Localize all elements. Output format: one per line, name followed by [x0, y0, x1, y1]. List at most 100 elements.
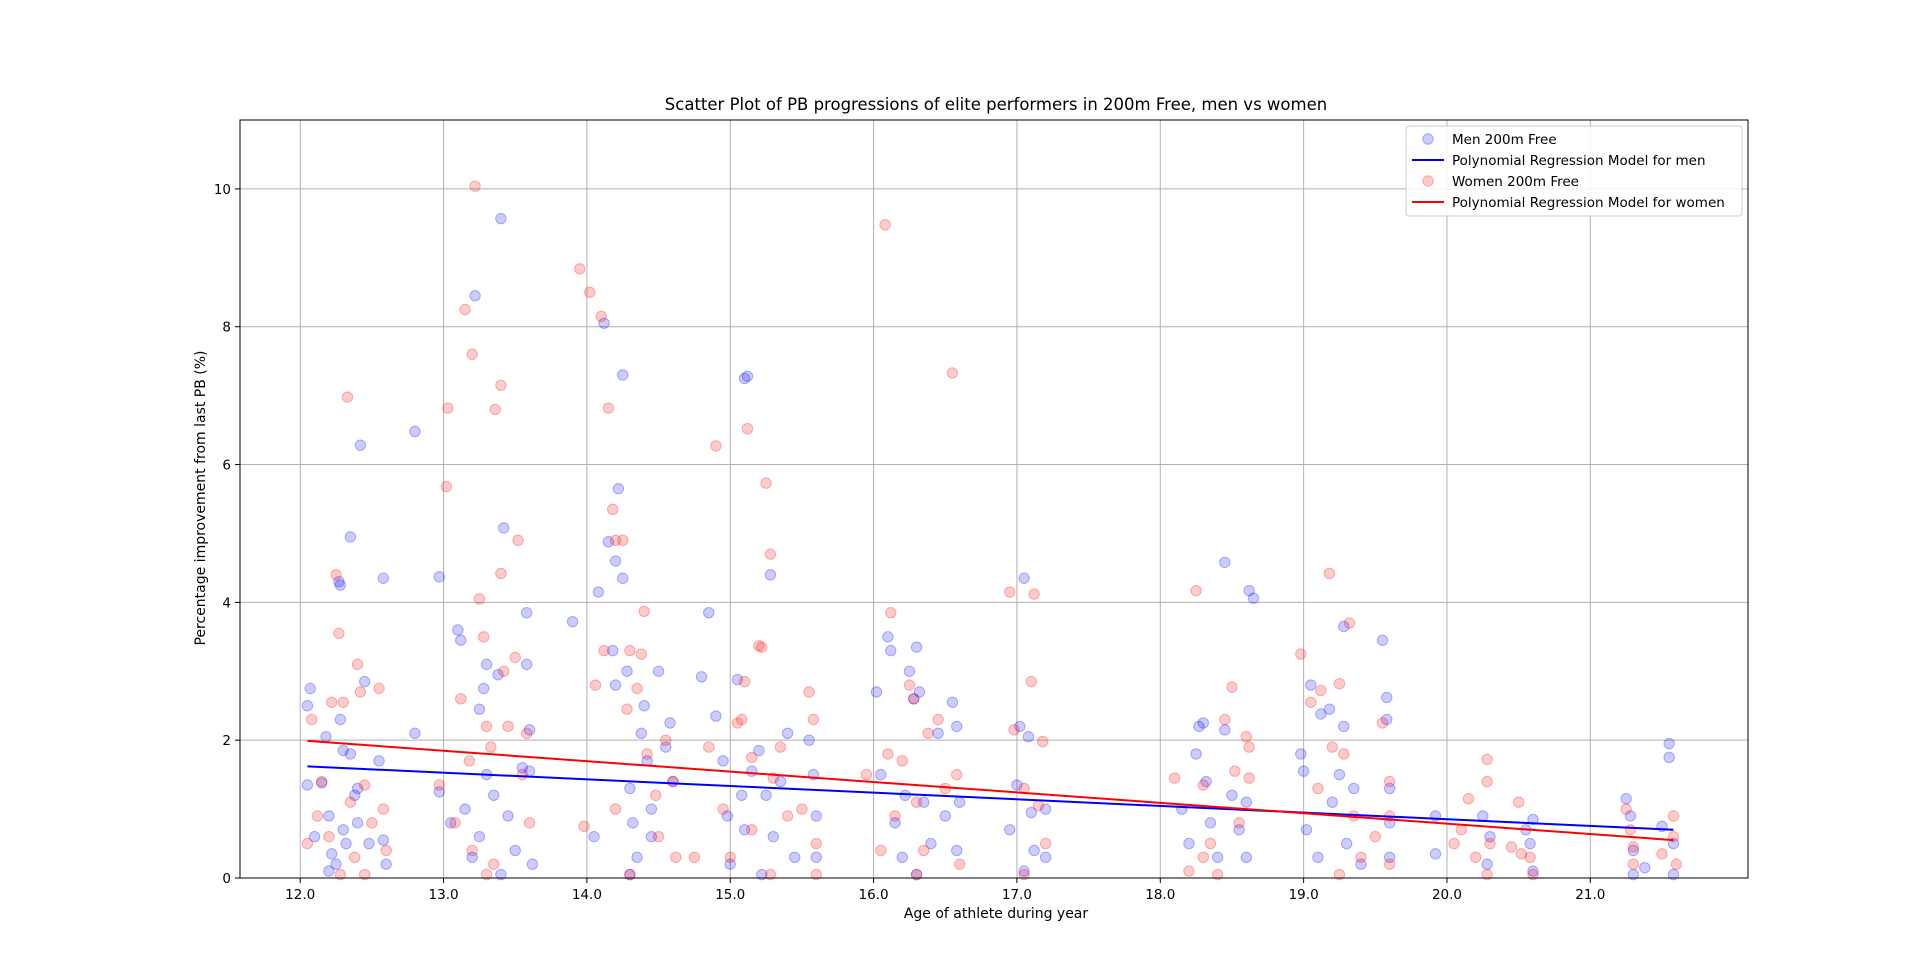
scatter-point [932, 727, 944, 739]
scatter-point [351, 817, 364, 829]
regression-line [307, 765, 1674, 831]
scatter-point [1190, 584, 1202, 597]
scatter-point [612, 482, 625, 495]
x-tick-label: 18.0 [1145, 887, 1175, 903]
scatter-point [377, 572, 390, 584]
scatter-point [870, 686, 883, 698]
scatter-point [703, 607, 715, 619]
scatter-point [1381, 713, 1393, 726]
scatter-point [1527, 868, 1539, 881]
scatter-point [1037, 735, 1049, 748]
scatter-point [1018, 865, 1030, 877]
scatter-point [609, 679, 622, 691]
scatter-point [1039, 803, 1052, 815]
scatter-point [903, 679, 916, 691]
scatter-point [380, 858, 392, 870]
scatter-point [764, 548, 777, 560]
scatter-point [638, 700, 650, 712]
scatter-point [344, 796, 357, 808]
scatter-point [606, 503, 619, 516]
scatter-point [781, 727, 794, 739]
scatter-point [452, 624, 464, 636]
scatter-point [688, 851, 701, 864]
scatter-point [635, 648, 648, 660]
scatter-point [333, 627, 345, 640]
scatter-point [498, 665, 510, 677]
scatter-point [760, 789, 772, 802]
scatter-point [477, 682, 490, 695]
scatter-point [359, 779, 371, 791]
scatter-point [764, 868, 777, 881]
scatter-point [502, 720, 514, 733]
scatter-point [477, 631, 490, 643]
scatter-point [526, 858, 539, 870]
scatter-point [1376, 717, 1389, 729]
scatter-point [502, 810, 514, 822]
scatter-point [1512, 796, 1525, 808]
scatter-point [1376, 634, 1389, 646]
scatter-point [631, 851, 643, 864]
scatter-point [466, 844, 478, 857]
scatter-point [1667, 810, 1680, 822]
scatter-point [789, 851, 801, 864]
scatter-point [746, 824, 758, 836]
scatter-point [631, 682, 643, 695]
scatter-point [609, 555, 622, 567]
scatter-point [311, 810, 324, 822]
scatter-point [316, 777, 328, 789]
scatter-point [885, 644, 897, 657]
scatter-point [1240, 731, 1252, 743]
scatter-point [1383, 775, 1396, 788]
scatter-point [1369, 830, 1382, 843]
scatter-point [1462, 793, 1475, 805]
scatter-point [810, 837, 822, 850]
scatter-point [1484, 837, 1496, 850]
scatter-point [1008, 724, 1020, 736]
legend-box [1405, 125, 1743, 217]
scatter-point [710, 710, 722, 722]
scatter-point [724, 851, 736, 864]
scatter-point [1527, 865, 1539, 877]
scatter-point [340, 837, 352, 850]
scatter-point [1032, 799, 1045, 812]
scatter-point [480, 658, 493, 671]
scatter-point [875, 768, 887, 781]
scatter-point [774, 775, 787, 788]
scatter-point [609, 534, 622, 547]
scatter-point [1219, 724, 1231, 736]
scatter-point [466, 851, 478, 864]
scatter-point [746, 751, 758, 764]
scatter-point [875, 844, 887, 857]
scatter-point [463, 755, 476, 767]
scatter-point [1624, 810, 1637, 822]
scatter-point [738, 372, 751, 385]
scatter-point [918, 796, 930, 808]
scatter-point [1028, 588, 1040, 600]
scatter-point [756, 641, 768, 653]
scatter-point [1014, 720, 1026, 733]
scatter-point [1022, 731, 1035, 743]
scatter-point [760, 477, 772, 489]
scatter-point [951, 768, 963, 781]
scatter-point [308, 830, 321, 843]
scatter-point [466, 348, 478, 360]
scatter-point [903, 665, 916, 677]
scatter-point [1383, 851, 1396, 864]
scatter-point [710, 440, 722, 452]
scatter-point [304, 682, 316, 695]
scatter-point [498, 522, 510, 534]
scatter-point [480, 720, 493, 733]
scatter-point [1469, 851, 1482, 864]
scatter-point [359, 868, 371, 881]
scatter-point [1515, 848, 1528, 860]
scatter-point [320, 731, 332, 743]
scatter-point [882, 748, 894, 760]
scatter-point [595, 310, 607, 323]
scatter-point [469, 290, 481, 302]
scatter-point [1200, 775, 1212, 788]
scatter-point [807, 713, 820, 726]
scatter-point [721, 810, 734, 822]
scatter-point [433, 786, 445, 798]
scatter-point [1300, 824, 1313, 836]
scatter-point [440, 480, 453, 493]
